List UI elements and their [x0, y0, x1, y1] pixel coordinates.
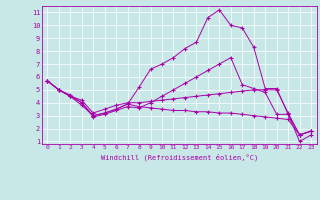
- X-axis label: Windchill (Refroidissement éolien,°C): Windchill (Refroidissement éolien,°C): [100, 153, 258, 161]
